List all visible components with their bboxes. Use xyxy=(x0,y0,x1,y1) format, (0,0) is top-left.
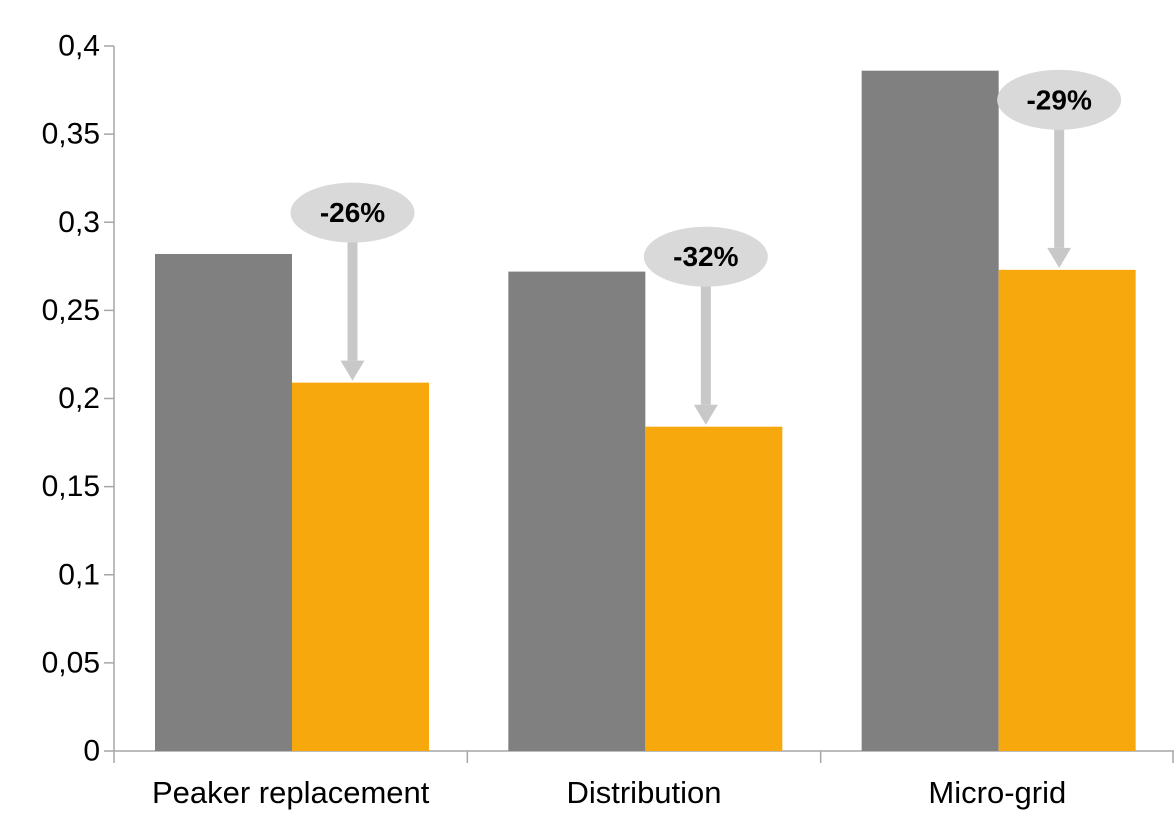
bar-series-2-0 xyxy=(292,382,429,751)
x-axis: Peaker replacement Distribution Micro-grid xyxy=(113,750,1174,810)
category-label: Distribution xyxy=(566,775,721,810)
annotation-label: -26% xyxy=(320,197,385,228)
annotation-arrow-shaft xyxy=(700,284,711,405)
annotation-bubble xyxy=(290,182,415,243)
y-tick-label: 0 xyxy=(83,735,100,768)
y-tick-label: 0,2 xyxy=(58,382,100,415)
annotation-arrow-shaft xyxy=(347,240,358,361)
annotation-label: -32% xyxy=(673,241,738,272)
annotation-bubble xyxy=(643,226,768,287)
y-tick-label: 0,1 xyxy=(58,558,100,591)
annotation-arrow-head xyxy=(693,404,718,425)
bar-series-1-1 xyxy=(508,271,646,751)
y-tick-label: 0,25 xyxy=(42,294,100,327)
change-annotation: -32% xyxy=(643,226,768,425)
annotations: -26% -32% -29% xyxy=(290,69,1122,425)
change-annotation: -26% xyxy=(290,182,415,381)
y-tick-label: 0,4 xyxy=(58,30,100,63)
bar-series-2-2 xyxy=(998,269,1136,751)
category-label: Peaker replacement xyxy=(152,775,430,810)
y-tick-label: 0,05 xyxy=(42,646,100,679)
bars xyxy=(155,70,1136,752)
annotation-arrow-shaft xyxy=(1054,127,1065,248)
y-axis: 0 0,05 0,1 0,15 0,2 0,25 0,3 0,35 0,4 xyxy=(42,30,115,768)
category-label: Micro-grid xyxy=(928,775,1066,810)
annotation-label: -29% xyxy=(1026,84,1091,115)
bar-series-1-0 xyxy=(155,253,292,751)
annotation-arrow-head xyxy=(1047,247,1072,268)
annotation-bubble xyxy=(997,69,1122,130)
y-tick-label: 0,15 xyxy=(42,470,100,503)
bar-series-1-2 xyxy=(861,70,999,752)
y-tick-label: 0,35 xyxy=(42,118,100,151)
y-tick-label: 0,3 xyxy=(58,206,100,239)
bar-series-2-1 xyxy=(645,426,783,751)
change-annotation: -29% xyxy=(997,69,1122,268)
annotation-arrow-head xyxy=(340,360,365,381)
